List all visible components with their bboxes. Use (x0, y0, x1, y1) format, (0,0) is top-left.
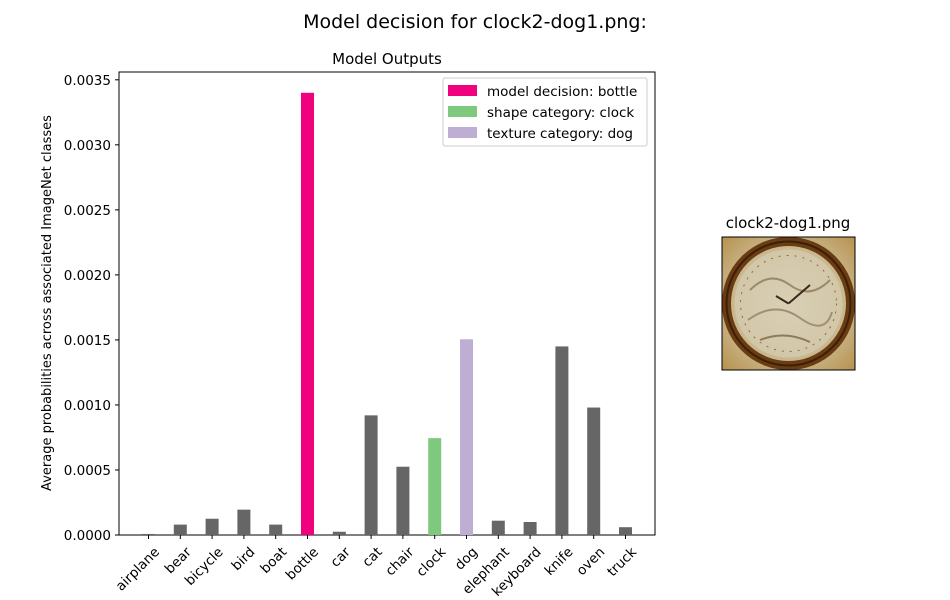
bar-clock (428, 438, 442, 535)
legend-frame (442, 77, 648, 147)
bar-truck (619, 527, 632, 535)
bar-bicycle (205, 518, 219, 535)
y-tick-label: 0.0015 (64, 333, 111, 349)
y-tick-label: 0.0005 (64, 463, 111, 479)
bars-group (142, 92, 632, 535)
bar-bottle (301, 92, 314, 535)
bar-dog (460, 339, 473, 535)
bar-chair (396, 466, 410, 535)
legend-label: model decision: bottle (487, 84, 637, 100)
bar-bird (237, 509, 251, 535)
x-tick-label: car (327, 544, 354, 571)
legend-label: shape category: clock (487, 105, 634, 121)
x-tick-label: truck (604, 544, 640, 580)
legend-label: texture category: dog (487, 126, 633, 142)
y-tick-label: 0.0020 (64, 268, 111, 284)
bar-oven (587, 407, 601, 535)
legend: model decision: bottle shape category: cl… (442, 77, 648, 147)
y-axis-ticks: 0.0000 0.0005 0.0010 0.0015 0.0020 0.0025 0.00… (64, 73, 119, 544)
y-axis-label: Average probabilities across associated … (40, 115, 55, 491)
x-tick-label: cat (359, 544, 385, 570)
y-tick-label: 0.0030 (64, 138, 111, 154)
x-tick-label: bird (229, 544, 259, 574)
bar-cat (364, 415, 378, 535)
chart-title: Model Outputs (332, 50, 442, 68)
x-tick-label: chair (382, 544, 417, 579)
bar-elephant (491, 520, 505, 535)
y-tick-label: 0.0025 (64, 203, 111, 219)
legend-swatch (448, 106, 477, 117)
plot-frame (118, 71, 656, 536)
legend-swatch (448, 85, 477, 96)
x-tick-label: oven (573, 544, 608, 579)
clock-with-dog-texture-image (721, 236, 856, 371)
x-tick-label: bottle (283, 544, 322, 583)
bar-keyboard (523, 521, 537, 535)
thumbnail-title: clock2-dog1.png (726, 214, 851, 232)
bar-airplane (142, 533, 155, 535)
y-tick-label: 0.0010 (64, 398, 111, 414)
x-tick-label: clock (413, 544, 449, 580)
bar-bear (173, 524, 187, 535)
thumbnail-panel: clock2-dog1.png (721, 214, 856, 371)
bar-car (332, 531, 346, 535)
y-tick-label: 0.0000 (64, 528, 111, 544)
bar-knife (555, 346, 569, 535)
bar-boat (269, 524, 283, 535)
x-tick-label: airplane (113, 544, 163, 594)
figure-suptitle: Model decision for clock2-dog1.png: (303, 11, 647, 33)
x-tick-label: knife (542, 544, 577, 579)
y-tick-label: 0.0035 (64, 73, 111, 89)
legend-swatch (448, 127, 477, 138)
